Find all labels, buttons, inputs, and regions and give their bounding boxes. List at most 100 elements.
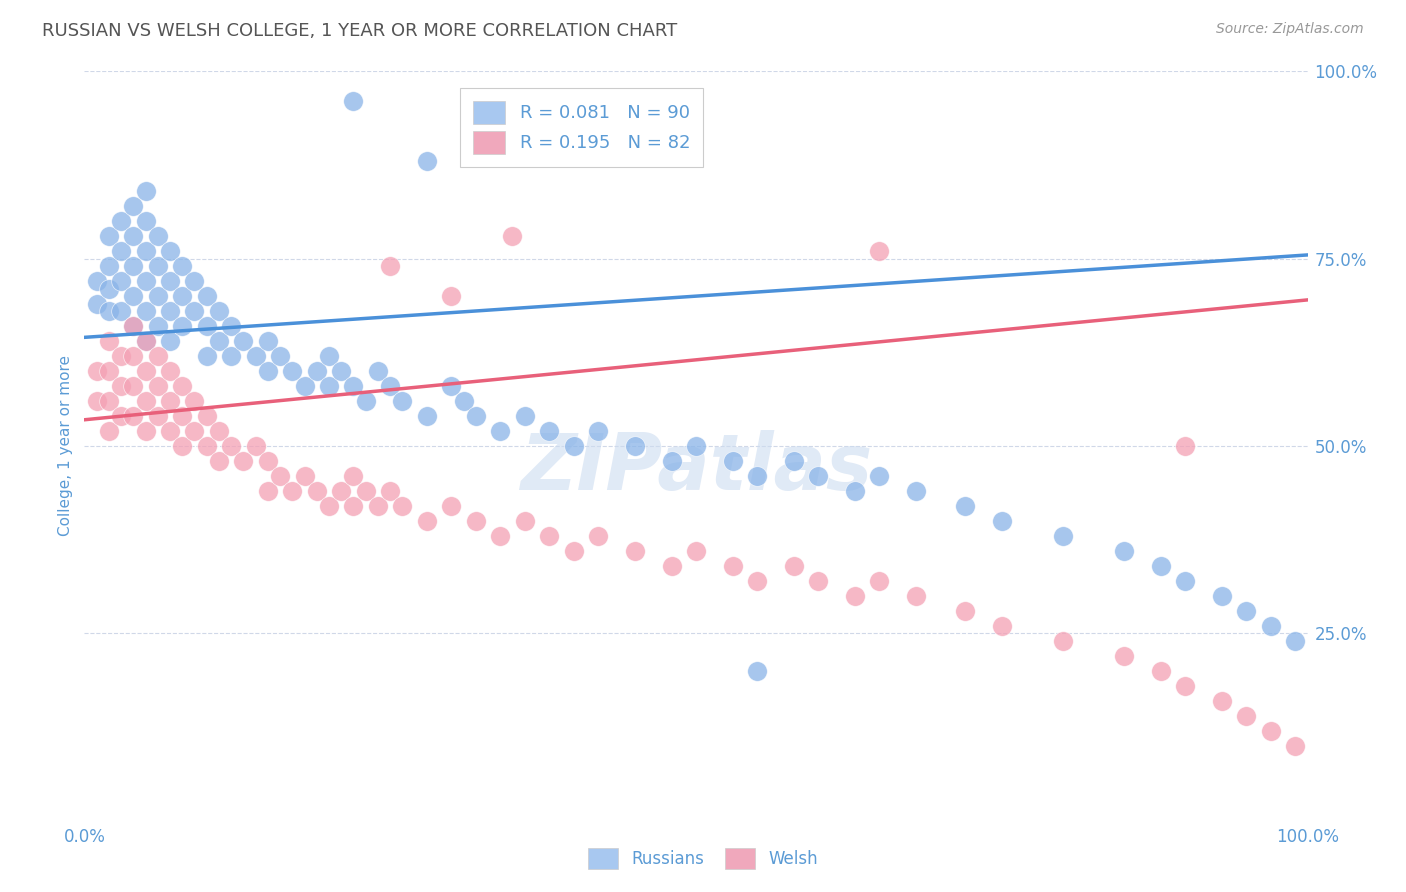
Point	[416, 154, 439, 169]
Point	[367, 499, 389, 513]
Point	[195, 439, 218, 453]
Point	[146, 319, 169, 334]
Point	[146, 379, 169, 393]
Point	[122, 379, 145, 393]
Point	[159, 304, 181, 318]
Point	[135, 394, 157, 409]
Point	[159, 334, 181, 348]
Point	[807, 469, 830, 483]
Point	[257, 483, 280, 498]
Point	[97, 282, 120, 296]
Point	[195, 319, 218, 334]
Point	[783, 454, 806, 468]
Point	[281, 483, 304, 498]
Point	[747, 574, 769, 588]
Point	[122, 349, 145, 363]
Legend: R = 0.081   N = 90, R = 0.195   N = 82: R = 0.081 N = 90, R = 0.195 N = 82	[460, 88, 703, 167]
Point	[869, 469, 891, 483]
Point	[294, 379, 316, 393]
Point	[110, 214, 132, 228]
Point	[1260, 723, 1282, 738]
Point	[513, 514, 536, 528]
Point	[624, 544, 647, 558]
Point	[416, 409, 439, 423]
Point	[159, 364, 181, 378]
Point	[146, 349, 169, 363]
Point	[464, 124, 486, 138]
Point	[991, 619, 1014, 633]
Point	[721, 454, 744, 468]
Point	[991, 514, 1014, 528]
Point	[183, 274, 205, 288]
Point	[172, 319, 194, 334]
Point	[489, 424, 512, 438]
Point	[624, 439, 647, 453]
Point	[464, 514, 486, 528]
Point	[208, 424, 231, 438]
Point	[354, 483, 377, 498]
Point	[257, 454, 280, 468]
Point	[342, 469, 364, 483]
Point	[159, 424, 181, 438]
Point	[183, 424, 205, 438]
Point	[305, 483, 328, 498]
Point	[869, 574, 891, 588]
Point	[257, 364, 280, 378]
Point	[294, 469, 316, 483]
Point	[183, 394, 205, 409]
Point	[685, 544, 707, 558]
Point	[122, 259, 145, 273]
Point	[97, 304, 120, 318]
Point	[135, 244, 157, 259]
Point	[1236, 604, 1258, 618]
Point	[122, 229, 145, 244]
Point	[122, 199, 145, 213]
Point	[97, 424, 120, 438]
Point	[135, 184, 157, 198]
Point	[146, 259, 169, 273]
Point	[844, 589, 866, 603]
Point	[86, 364, 108, 378]
Point	[97, 334, 120, 348]
Point	[183, 304, 205, 318]
Point	[135, 334, 157, 348]
Point	[1284, 739, 1306, 753]
Point	[905, 483, 928, 498]
Point	[318, 499, 340, 513]
Point	[391, 394, 413, 409]
Point	[440, 289, 463, 303]
Point	[122, 319, 145, 334]
Point	[195, 409, 218, 423]
Point	[245, 439, 267, 453]
Point	[721, 558, 744, 573]
Point	[354, 394, 377, 409]
Point	[122, 409, 145, 423]
Point	[869, 244, 891, 259]
Point	[281, 364, 304, 378]
Point	[380, 483, 402, 498]
Text: RUSSIAN VS WELSH COLLEGE, 1 YEAR OR MORE CORRELATION CHART: RUSSIAN VS WELSH COLLEGE, 1 YEAR OR MORE…	[42, 22, 678, 40]
Point	[195, 349, 218, 363]
Point	[86, 296, 108, 310]
Point	[453, 394, 475, 409]
Point	[440, 499, 463, 513]
Point	[97, 364, 120, 378]
Point	[146, 229, 169, 244]
Point	[1150, 664, 1173, 678]
Point	[464, 409, 486, 423]
Point	[245, 349, 267, 363]
Point	[586, 529, 609, 543]
Point	[122, 289, 145, 303]
Point	[97, 229, 120, 244]
Point	[685, 439, 707, 453]
Text: ZIPatlas: ZIPatlas	[520, 431, 872, 507]
Point	[1114, 544, 1136, 558]
Point	[195, 289, 218, 303]
Point	[318, 379, 340, 393]
Point	[1211, 589, 1233, 603]
Point	[208, 454, 231, 468]
Y-axis label: College, 1 year or more: College, 1 year or more	[58, 356, 73, 536]
Point	[305, 364, 328, 378]
Point	[122, 319, 145, 334]
Point	[135, 424, 157, 438]
